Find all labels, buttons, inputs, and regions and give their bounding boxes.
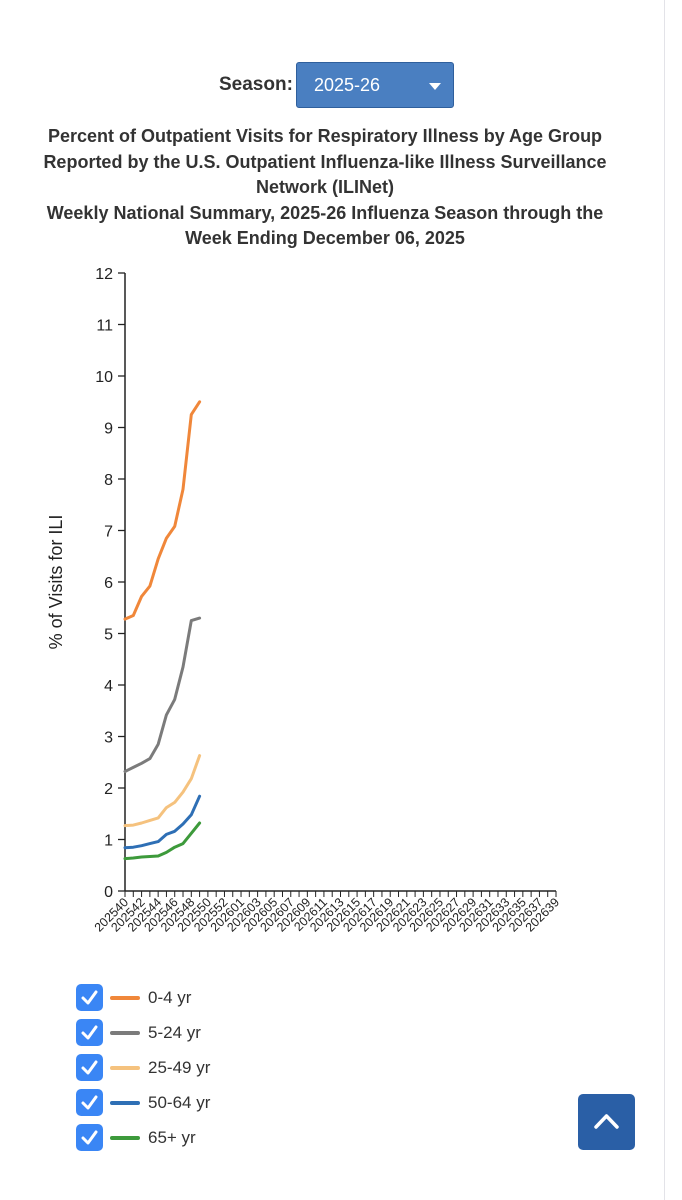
legend-item-0-4[interactable]: 0-4 yr (76, 984, 276, 1014)
series-line-25-49-yr (123, 754, 202, 828)
y-tick-label: 6 (104, 575, 113, 592)
legend-label: 5-24 yr (148, 1023, 201, 1042)
series-line-65-yr (123, 821, 202, 861)
title-line: Percent of Outpatient Visits for Respira… (47, 126, 603, 146)
checkbox[interactable] (76, 984, 103, 1011)
y-tick-label: 1 (104, 833, 113, 850)
check-icon (81, 1025, 98, 1040)
y-tick-label: 11 (96, 318, 113, 335)
y-tick-label: 0 (104, 884, 113, 901)
y-tick-label: 12 (95, 266, 113, 283)
back-to-top-button[interactable] (578, 1094, 635, 1150)
legend-label: 50-64 yr (148, 1093, 211, 1112)
y-tick-label: 5 (104, 627, 113, 644)
check-icon (81, 990, 98, 1005)
legend-swatch (110, 1066, 140, 1070)
title-line: Week Ending December 06, 2025 (185, 228, 465, 248)
legend-swatch (110, 1101, 140, 1105)
season-select[interactable]: 2025-26 (296, 62, 454, 108)
series-line-0-4-yr (123, 400, 202, 621)
y-tick-label: 10 (95, 369, 113, 386)
legend-item-65-plus[interactable]: 65+ yr (76, 1124, 276, 1154)
legend-swatch (110, 1136, 140, 1140)
y-tick-label: 4 (104, 678, 113, 695)
season-label: Season: (219, 74, 293, 95)
checkbox[interactable] (76, 1019, 103, 1046)
legend-label: 25-49 yr (148, 1058, 211, 1077)
title-line: Weekly National Summary, 2025-26 Influen… (46, 202, 604, 223)
y-tick-label: 8 (104, 472, 113, 489)
y-tick-label: 9 (104, 421, 113, 438)
page-divider (664, 0, 665, 1200)
series-line-5-24-yr (123, 616, 202, 773)
title-line: Network (ILINet) (255, 177, 394, 197)
season-row: Season: 2025-26 (0, 62, 660, 108)
checkbox[interactable] (76, 1089, 103, 1116)
legend-label: 65+ yr (148, 1128, 196, 1147)
checkbox[interactable] (76, 1124, 103, 1151)
legend-item-25-49[interactable]: 25-49 yr (76, 1054, 276, 1084)
y-tick-label: 3 (104, 730, 113, 747)
legend-item-5-24[interactable]: 5-24 yr (76, 1019, 276, 1049)
chart-title: Percent of Outpatient Visits for Respira… (20, 124, 630, 252)
y-tick-label: 2 (104, 781, 113, 798)
y-tick-label: 7 (104, 524, 113, 541)
check-icon (81, 1130, 98, 1145)
season-selected-value: 2025-26 (314, 75, 381, 95)
legend-swatch (110, 1031, 140, 1035)
title-line: Reported by the U.S. Outpatient Influenz… (43, 151, 607, 172)
chevron-up-icon (594, 1114, 619, 1129)
caret-down-icon (429, 83, 441, 90)
checkbox[interactable] (76, 1054, 103, 1081)
check-icon (81, 1060, 98, 1075)
series-line-50-64-yr (123, 794, 202, 850)
y-axis-label: % of Visits for ILI (46, 515, 66, 650)
legend-item-50-64[interactable]: 50-64 yr (76, 1089, 276, 1119)
legend-label: 0-4 yr (148, 988, 192, 1007)
legend-swatch (110, 996, 140, 1000)
check-icon (81, 1095, 98, 1110)
